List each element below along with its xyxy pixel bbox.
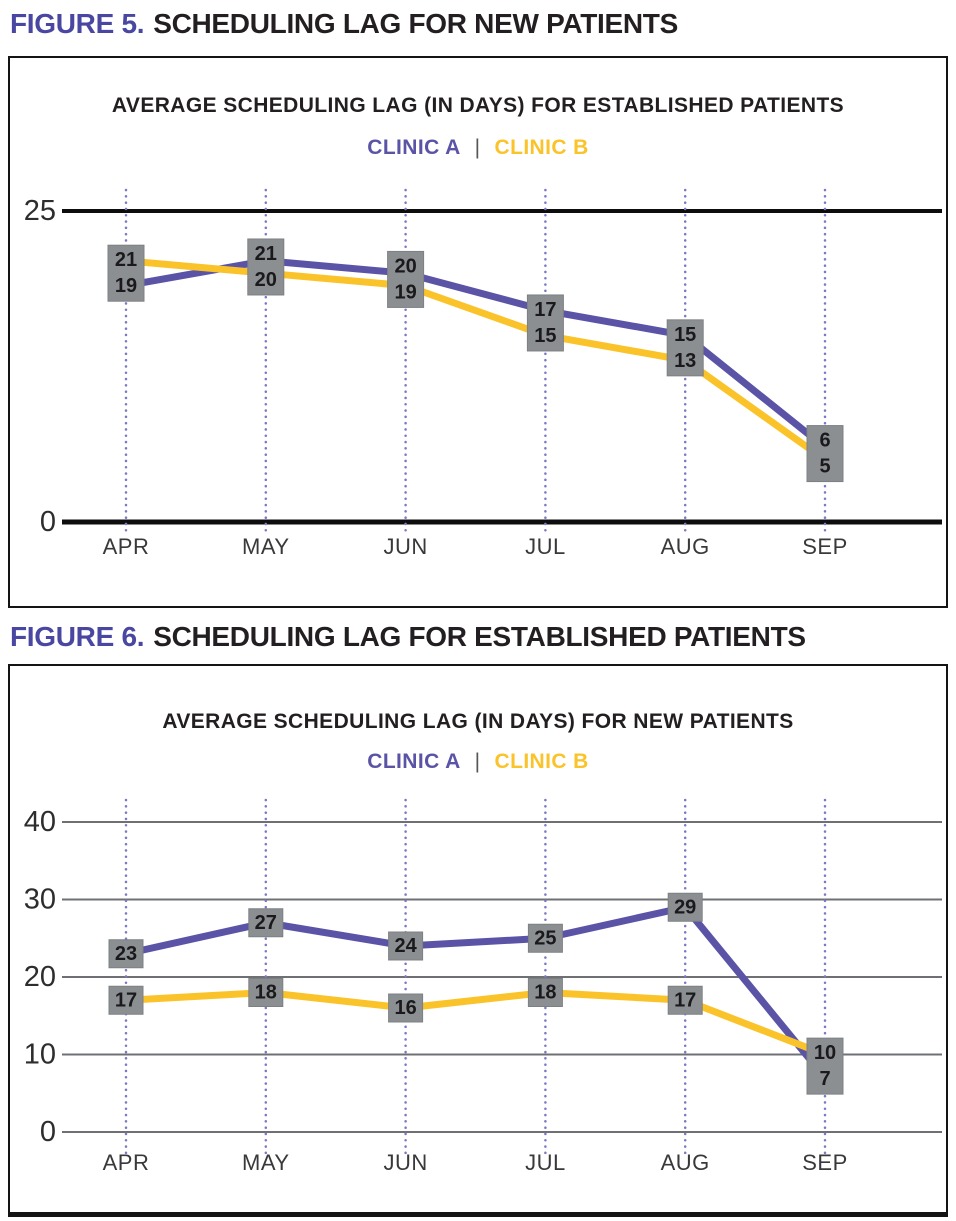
y-axis-tick-label: 25	[24, 195, 56, 227]
x-axis-month-label: AUG	[661, 534, 710, 559]
data-label-value: 29	[674, 896, 696, 918]
series-line-clinic-b	[122, 257, 829, 464]
chart-2-legend: CLINIC A | CLINIC B	[10, 750, 946, 774]
data-label-value: 17	[674, 989, 696, 1011]
y-axis-tick-label: 10	[24, 1039, 56, 1071]
data-label-box	[107, 244, 145, 302]
data-label-value: 16	[394, 997, 416, 1019]
chart-2-plot-area: 0 10 20 30 40 23 17 27 18 24 16 25 18 29 17 10 7 APR MAY JU…	[24, 798, 942, 1175]
series-line-clinic-a	[122, 903, 829, 1082]
data-label-value: 15	[534, 325, 556, 347]
figure-5-number-label: FIGURE 5.	[10, 8, 145, 39]
chart-panel-new-patients: AVERAGE SCHEDULING LAG (IN DAYS) FOR NEW…	[8, 664, 948, 1217]
y-axis-tick-label: 30	[24, 884, 56, 916]
x-axis-month-label: JUN	[383, 534, 427, 559]
x-axis-month-label: SEP	[802, 534, 848, 559]
data-label-box	[247, 238, 285, 296]
legend-clinic-a-label: CLINIC A	[367, 750, 461, 773]
data-label-value: 13	[674, 350, 696, 372]
data-label-box	[666, 319, 704, 377]
data-label-value: 10	[814, 1042, 836, 1064]
data-label-box	[388, 931, 424, 961]
data-label-box	[526, 294, 564, 352]
data-label-value: 5	[819, 456, 830, 478]
y-axis-tick-label: 40	[24, 806, 56, 838]
data-label-value: 7	[819, 1068, 830, 1090]
x-axis-month-label: JUN	[383, 1150, 427, 1175]
figure-6-title-text: SCHEDULING LAG FOR ESTABLISHED PATIENTS	[153, 621, 806, 652]
chart-1-title: AVERAGE SCHEDULING LAG (IN DAYS) FOR EST…	[111, 94, 845, 117]
data-label-box	[527, 978, 563, 1007]
data-label-value: 18	[534, 982, 556, 1004]
data-label-value: 15	[674, 324, 696, 346]
x-axis-month-label: JUL	[525, 1150, 566, 1175]
data-label-box	[388, 993, 424, 1023]
x-axis-month-label: SEP	[802, 1150, 848, 1175]
data-label-box	[108, 939, 144, 969]
series-line-clinic-b	[122, 989, 829, 1058]
data-label-value: 20	[394, 255, 416, 277]
x-axis-month-label: MAY	[242, 534, 290, 559]
figure-6-heading: FIGURE 6. SCHEDULING LAG FOR ESTABLISHED …	[10, 621, 806, 653]
data-label-value: 17	[115, 989, 137, 1011]
y-axis-tick-label: 0	[40, 506, 56, 538]
data-label-value: 23	[115, 943, 137, 965]
x-axis-month-label: JUL	[525, 534, 566, 559]
data-label-box	[667, 892, 703, 922]
data-label-box	[806, 1037, 844, 1095]
y-axis-tick-label: 20	[24, 961, 56, 993]
data-label-value: 18	[255, 982, 277, 1004]
data-label-box	[387, 250, 425, 308]
data-label-box	[248, 908, 284, 938]
data-label-value: 21	[115, 249, 137, 271]
legend-separator: |	[474, 750, 481, 773]
legend-clinic-b-label: CLINIC B	[494, 750, 589, 773]
data-label-box	[806, 425, 844, 483]
data-label-box	[527, 923, 563, 953]
data-label-value: 17	[534, 299, 556, 321]
data-label-box	[248, 978, 284, 1007]
chart-1-plot-area: 0 25 21 19 21 20 20 19 17 15 15 13 6 5 APR MAY JUN JUL AUG…	[24, 188, 942, 559]
data-label-value: 24	[394, 935, 417, 957]
legend-separator: |	[474, 136, 481, 159]
legend-clinic-b-label: CLINIC B	[494, 136, 589, 159]
x-axis-month-label: APR	[103, 1150, 150, 1175]
data-label-value: 6	[819, 430, 830, 452]
data-label-value: 21	[255, 243, 277, 265]
figure-5-heading: FIGURE 5. SCHEDULING LAG FOR NEW PATIENTS	[10, 8, 678, 40]
y-axis-tick-label: 0	[40, 1116, 56, 1148]
chart-1-legend: CLINIC A | CLINIC B	[10, 136, 946, 160]
figure-6-number-label: FIGURE 6.	[10, 621, 145, 652]
x-axis-month-label: APR	[103, 534, 150, 559]
data-label-value: 25	[534, 927, 556, 949]
data-label-box	[667, 985, 703, 1015]
chart-2-title: AVERAGE SCHEDULING LAG (IN DAYS) FOR NEW…	[162, 710, 794, 733]
figure-5-title-text: SCHEDULING LAG FOR NEW PATIENTS	[153, 8, 678, 39]
series-line-clinic-a	[122, 257, 829, 451]
chart-panel-established-patients: AVERAGE SCHEDULING LAG (IN DAYS) FOR EST…	[8, 56, 948, 608]
data-label-value: 27	[255, 912, 277, 934]
data-label-box	[108, 985, 144, 1015]
data-label-value: 20	[255, 269, 277, 291]
x-axis-month-label: AUG	[661, 1150, 710, 1175]
legend-clinic-a-label: CLINIC A	[367, 136, 461, 159]
x-axis-month-label: MAY	[242, 1150, 290, 1175]
data-label-value: 19	[115, 275, 137, 297]
data-label-value: 19	[394, 281, 416, 303]
